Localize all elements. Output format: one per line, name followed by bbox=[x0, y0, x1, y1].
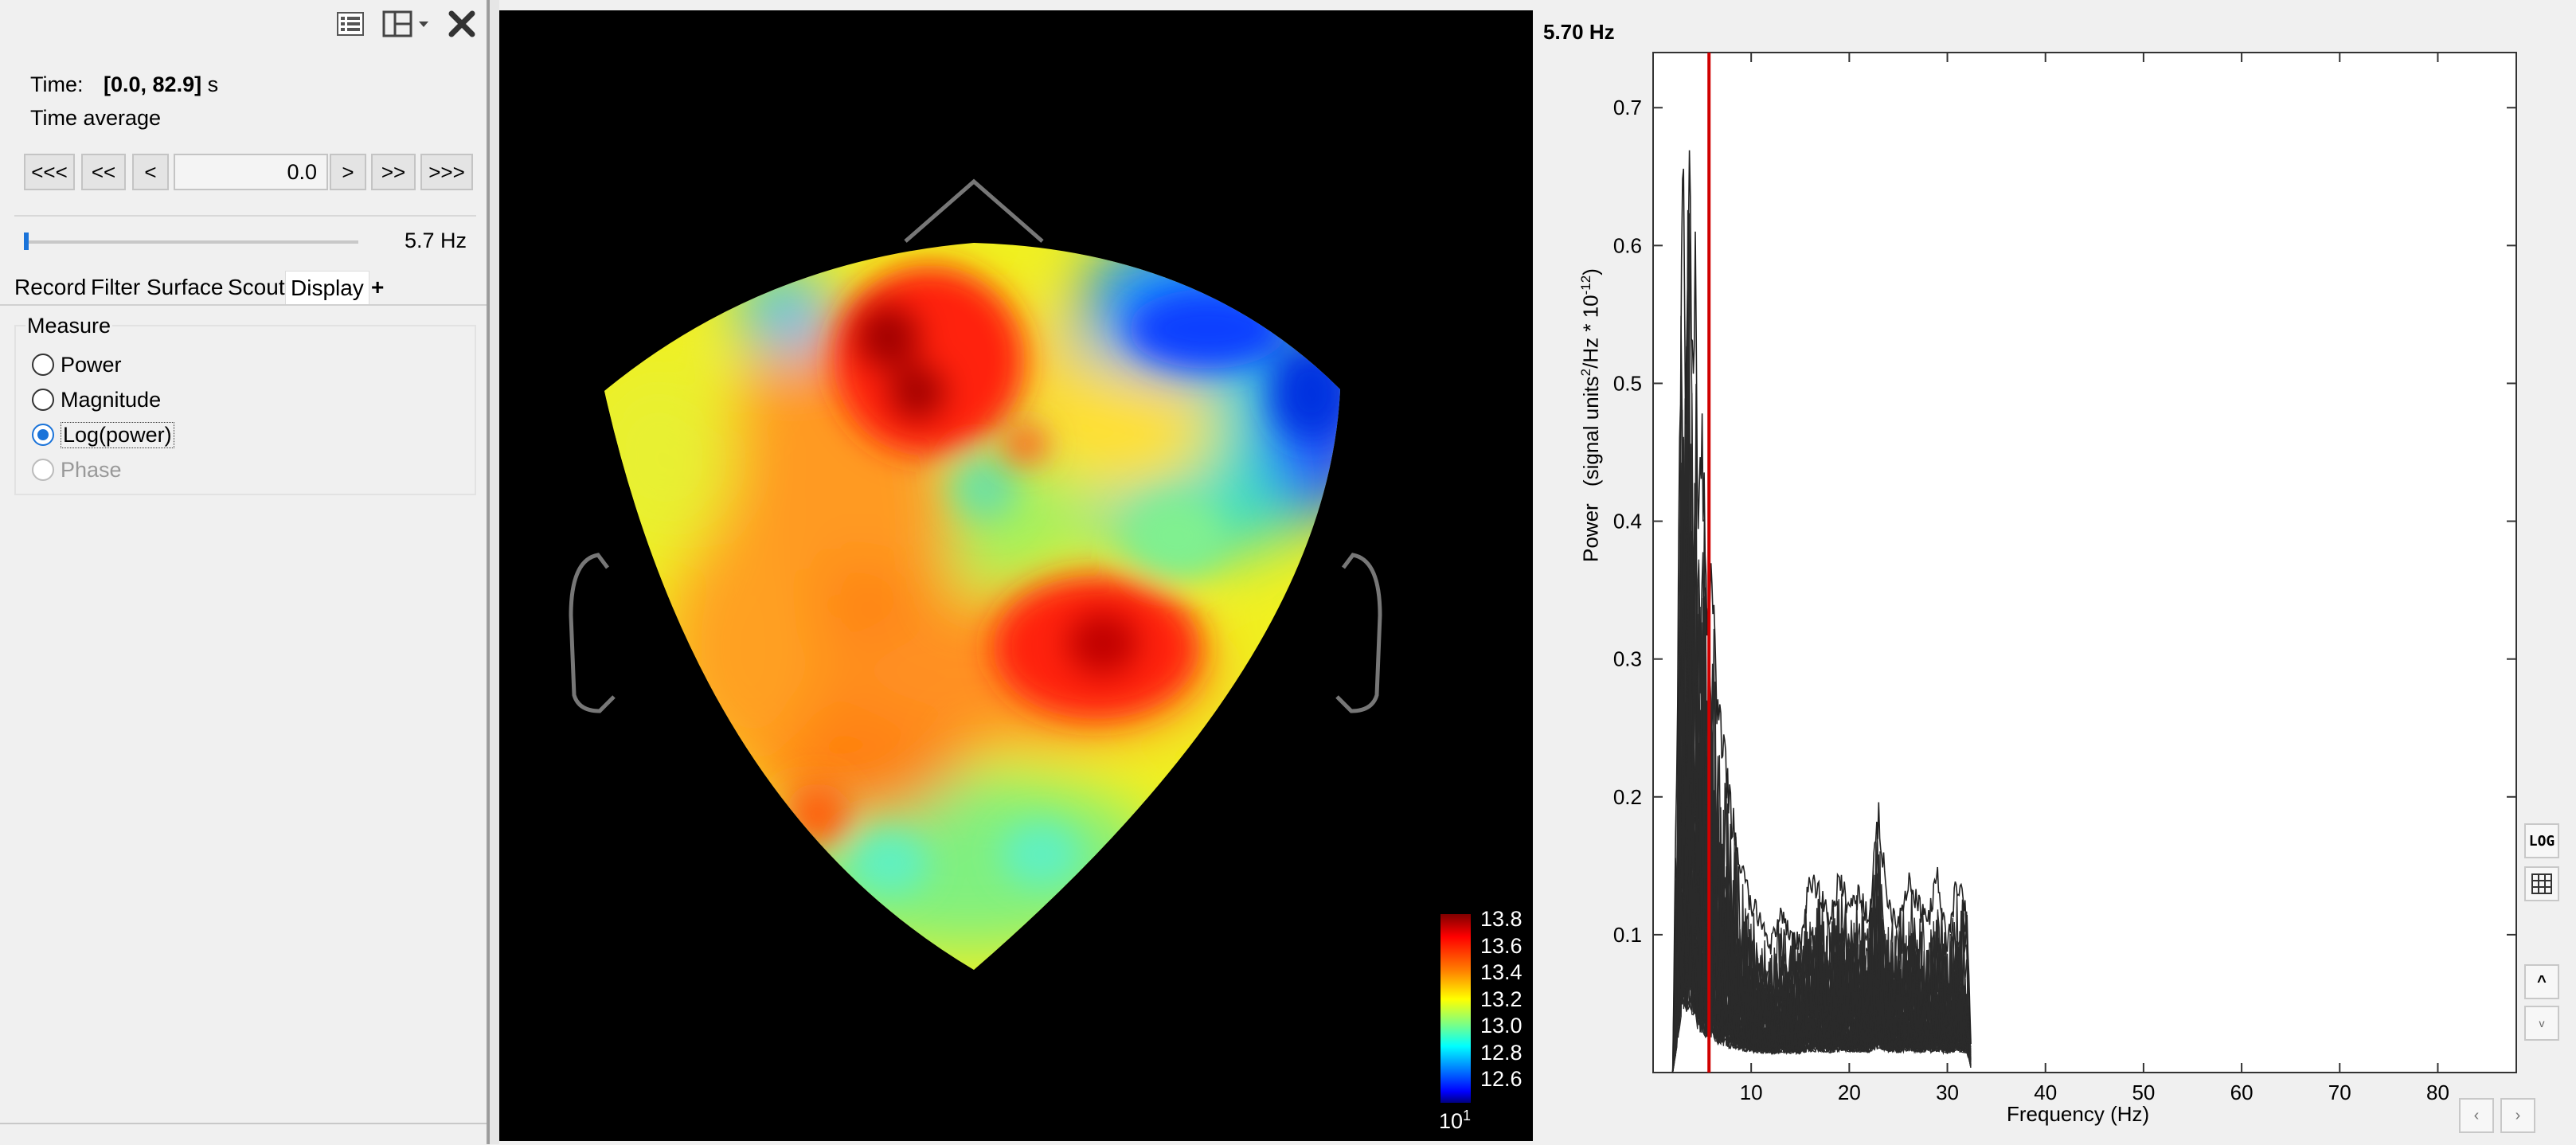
tab-bar-border bbox=[0, 304, 487, 306]
colorbar-tick: 13.6 bbox=[1480, 933, 1523, 958]
cursor-frequency-label: 5.70 Hz bbox=[1543, 20, 1615, 44]
y-tick-label: 0.4 bbox=[1613, 510, 1642, 533]
scale-down-button[interactable]: v bbox=[2524, 1006, 2559, 1041]
close-icon[interactable] bbox=[444, 6, 479, 41]
tab-scout[interactable]: Scout bbox=[228, 275, 285, 299]
bottom-divider bbox=[0, 1123, 487, 1124]
scale-up-button[interactable]: ^ bbox=[2524, 964, 2559, 999]
time-unit: s bbox=[207, 72, 219, 96]
measure-option-label: Log(power) bbox=[61, 421, 174, 448]
measure-option-phase: Phase bbox=[32, 454, 122, 486]
y-tick-label: 0.6 bbox=[1613, 233, 1642, 257]
measure-option-label: Magnitude bbox=[61, 387, 162, 412]
layout-icon[interactable] bbox=[381, 6, 433, 41]
y-axis-label-units-b: /Hz * 10 bbox=[1578, 295, 1603, 369]
x-axis-label: Frequency (Hz) bbox=[2007, 1102, 2150, 1126]
nav-back-button[interactable]: < bbox=[132, 154, 169, 190]
colorbar-tick: 12.6 bbox=[1480, 1067, 1523, 1091]
y-tick-label: 0.2 bbox=[1613, 785, 1642, 809]
grid-icon[interactable] bbox=[2524, 866, 2559, 901]
colorbar-exponent-power: 1 bbox=[1463, 1108, 1472, 1124]
colorbar-tick: 13.4 bbox=[1480, 960, 1523, 984]
tab-record[interactable]: Record bbox=[14, 275, 87, 299]
y-tick-label: 0.5 bbox=[1613, 371, 1642, 395]
frequency-slider-track[interactable] bbox=[24, 240, 358, 244]
radio-phase bbox=[32, 459, 54, 481]
tab-display[interactable]: Display bbox=[285, 271, 369, 306]
colorbar-tick: 13.8 bbox=[1480, 907, 1523, 931]
frequency-slider-thumb[interactable] bbox=[24, 233, 29, 250]
channel-trace bbox=[1671, 745, 1972, 1073]
measure-option-magnitude[interactable]: Magnitude bbox=[32, 384, 161, 416]
nav-first-button[interactable]: <<< bbox=[24, 154, 75, 190]
measure-option-label: Power bbox=[61, 352, 122, 377]
time-range: [0.0, 82.9] bbox=[104, 72, 202, 96]
channel-trace bbox=[1671, 882, 1972, 1073]
time-average-label: Time average bbox=[30, 106, 162, 130]
measure-title: Measure bbox=[25, 314, 113, 338]
colorbar-exponent: 101 bbox=[1439, 1108, 1471, 1134]
channel-trace-peak bbox=[1671, 150, 1972, 1073]
y-tick-label: 0.1 bbox=[1613, 923, 1642, 947]
y-axis-label-power: Power bbox=[1578, 503, 1603, 562]
colorbar-tick: 13.0 bbox=[1480, 1014, 1523, 1038]
scroll-right-button[interactable]: › bbox=[2500, 1098, 2535, 1133]
colorbar-exponent-base: 10 bbox=[1439, 1109, 1464, 1133]
frequency-value-label: 5.7 Hz bbox=[405, 229, 467, 252]
radio-logpower[interactable] bbox=[32, 424, 54, 446]
x-tick-label: 30 bbox=[1936, 1081, 1959, 1104]
time-value-input[interactable]: 0.0 bbox=[174, 154, 328, 190]
spectrum-view: 5.70 Hz 10 20 30 40 50 60 70 80 0.1 0.2 0.3 0.4 0.5 0… bbox=[1537, 10, 2576, 1141]
colorbar bbox=[1440, 914, 1471, 1103]
scroll-left-button[interactable]: ‹ bbox=[2459, 1098, 2494, 1133]
radio-magnitude[interactable] bbox=[32, 389, 54, 411]
spectrum-plot: 10 20 30 40 50 60 70 80 0.1 0.2 0.3 0.4 0.5 0.6 0.7 bbox=[1613, 52, 2517, 1104]
measure-option-logpower[interactable]: Log(power) bbox=[32, 419, 174, 451]
panel-splitter[interactable] bbox=[488, 0, 499, 1144]
plot-area bbox=[1652, 52, 2517, 1073]
topography-view: 13.8 13.6 13.4 13.2 13.0 12.8 12.6 101 bbox=[499, 10, 1533, 1141]
tab-surface[interactable]: Surface bbox=[147, 275, 224, 299]
y-tick-label: 0.3 bbox=[1613, 647, 1642, 671]
left-control-panel: Time: [0.0, 82.9] s Time average <<< << … bbox=[0, 0, 488, 1144]
x-tick-label: 80 bbox=[2426, 1081, 2449, 1104]
time-row: Time: [0.0, 82.9] s bbox=[30, 72, 218, 97]
y-axis-label-units-sup: 2 bbox=[1578, 368, 1593, 377]
x-tick-label: 60 bbox=[2230, 1081, 2254, 1104]
x-tick-label: 20 bbox=[1838, 1081, 1861, 1104]
time-label: Time: bbox=[30, 72, 84, 96]
topography-map bbox=[569, 178, 1471, 1103]
nav-fast-back-button[interactable]: << bbox=[81, 154, 126, 190]
y-tick-label: 0.7 bbox=[1613, 96, 1642, 119]
list-icon[interactable] bbox=[333, 6, 368, 41]
channel-trace bbox=[1671, 209, 1972, 1073]
x-tick-label: 50 bbox=[2132, 1081, 2155, 1104]
x-tick-label: 10 bbox=[1740, 1081, 1763, 1104]
nav-last-button[interactable]: >>> bbox=[420, 154, 473, 190]
tab-add-button[interactable]: + bbox=[371, 275, 385, 299]
measure-option-label: Phase bbox=[61, 457, 122, 482]
y-axis-label: Power (signal units2/Hz * 10-12) bbox=[1578, 268, 1604, 562]
measure-option-power[interactable]: Power bbox=[32, 349, 122, 381]
x-tick-label: 70 bbox=[2328, 1081, 2351, 1104]
nav-forward-button[interactable]: > bbox=[330, 154, 366, 190]
channel-trace bbox=[1671, 873, 1972, 1073]
colorbar-tick: 13.2 bbox=[1480, 987, 1523, 1011]
channel-trace bbox=[1671, 935, 1972, 1073]
left-ear-icon bbox=[569, 553, 616, 713]
log-scale-button[interactable]: LOG bbox=[2524, 823, 2559, 858]
x-tick-label: 40 bbox=[2034, 1081, 2057, 1104]
y-axis-label-units-exp: -12 bbox=[1578, 275, 1593, 295]
divider bbox=[14, 215, 476, 217]
measure-group bbox=[14, 325, 476, 495]
y-axis-label-units-c: ) bbox=[1578, 268, 1603, 276]
colorbar-ticks: 13.8 13.6 13.4 13.2 13.0 12.8 12.6 bbox=[1480, 906, 1523, 1093]
radio-power[interactable] bbox=[32, 354, 54, 376]
nav-fast-forward-button[interactable]: >> bbox=[371, 154, 416, 190]
nose-icon bbox=[904, 178, 1044, 243]
colorbar-tick: 12.8 bbox=[1480, 1040, 1523, 1065]
y-axis-label-units-a: (signal units bbox=[1578, 376, 1603, 487]
right-ear-icon bbox=[1335, 553, 1382, 713]
tab-filter[interactable]: Filter bbox=[91, 275, 141, 299]
